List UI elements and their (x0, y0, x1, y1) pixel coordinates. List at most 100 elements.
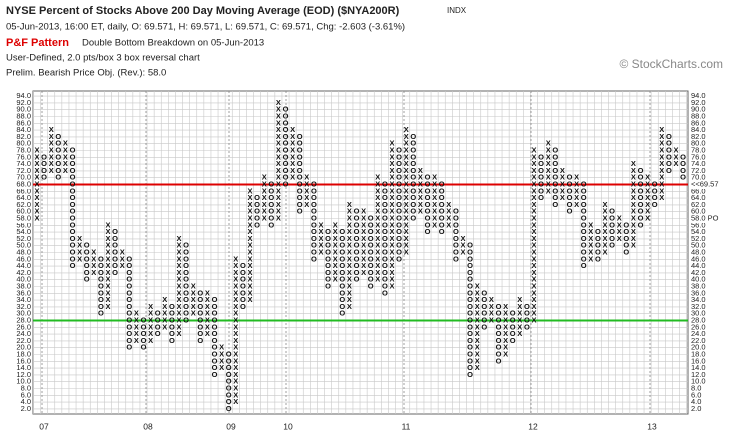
x-box: X (333, 220, 338, 229)
o-box: O (581, 213, 587, 222)
o-box: O (339, 275, 345, 284)
x-box: X (588, 220, 593, 229)
x-box: X (318, 227, 323, 236)
o-box: O (552, 159, 558, 168)
o-box: O (467, 247, 473, 256)
y-tick-label: 48.0 (16, 247, 31, 256)
x-box: X (304, 173, 309, 182)
o-box: O (311, 200, 317, 209)
x-box: X (205, 309, 210, 318)
o-box: O (410, 145, 416, 154)
x-box: X (276, 132, 281, 141)
o-box: O (339, 268, 345, 277)
o-box: O (396, 152, 402, 161)
o-box: O (70, 186, 76, 195)
y-tick-label-right: 24.0 (691, 329, 706, 338)
y-tick-label-right: 38.0 (691, 281, 706, 290)
x-box: X (389, 227, 394, 236)
o-box: O (311, 247, 317, 256)
o-box: O (297, 152, 303, 161)
y-tick-label-right: 4.0 (691, 397, 701, 406)
x-box: X (347, 207, 352, 216)
y-tick-label: 90.0 (16, 105, 31, 114)
x-box: X (247, 220, 252, 229)
o-box: O (638, 200, 644, 209)
o-box: O (368, 275, 374, 284)
o-box: O (325, 241, 331, 250)
y-tick-label-right: 42.0 (691, 268, 706, 277)
o-box: O (283, 132, 289, 141)
x-box: X (631, 227, 636, 236)
x-box: X (247, 207, 252, 216)
o-box: O (581, 186, 587, 195)
x-box: X (389, 261, 394, 270)
o-box: O (467, 329, 473, 338)
x-box: X (531, 315, 536, 324)
x-box: X (276, 125, 281, 134)
x-box: X (262, 179, 267, 188)
o-box: O (283, 111, 289, 120)
o-box: O (425, 207, 431, 216)
o-box: O (268, 193, 274, 202)
x-box: X (63, 139, 68, 148)
o-box: O (283, 179, 289, 188)
x-box: X (148, 302, 153, 311)
x-box: X (517, 309, 522, 318)
o-box: O (623, 227, 629, 236)
y-tick-label: 80.0 (16, 139, 31, 148)
o-box: O (609, 220, 615, 229)
o-box: O (552, 186, 558, 195)
o-box: O (481, 322, 487, 331)
o-box: O (240, 288, 246, 297)
o-box: O (311, 213, 317, 222)
x-box: X (247, 254, 252, 263)
o-box: O (382, 220, 388, 229)
o-box: O (212, 329, 218, 338)
o-box: O (496, 356, 502, 365)
x-box: X (176, 268, 181, 277)
o-box: O (240, 295, 246, 304)
o-box: O (339, 241, 345, 250)
o-box: O (268, 186, 274, 195)
o-box: O (197, 315, 203, 324)
x-box: X (418, 207, 423, 216)
x-box: X (105, 275, 110, 284)
o-box: O (41, 152, 47, 161)
o-box: O (126, 336, 132, 345)
x-box: X (531, 261, 536, 270)
o-box: O (680, 159, 686, 168)
o-box: O (396, 207, 402, 216)
o-box: O (55, 173, 61, 182)
x-box: X (389, 234, 394, 243)
x-box: X (233, 377, 238, 386)
o-box: O (311, 234, 317, 243)
x-box: X (375, 220, 380, 229)
x-box: X (418, 166, 423, 175)
x-box: X (105, 302, 110, 311)
o-box: O (98, 268, 104, 277)
x-box: X (404, 207, 409, 216)
o-box: O (283, 173, 289, 182)
x-box: X (602, 234, 607, 243)
x-box: X (148, 329, 153, 338)
x-box: X (645, 200, 650, 209)
x-box: X (673, 152, 678, 161)
o-box: O (297, 166, 303, 175)
o-box: O (396, 247, 402, 256)
o-box: O (283, 125, 289, 134)
o-box: O (112, 247, 118, 256)
o-box: O (354, 234, 360, 243)
x-box: X (247, 200, 252, 209)
o-box: O (41, 166, 47, 175)
o-box: O (183, 261, 189, 270)
o-box: O (453, 254, 459, 263)
x-box: X (233, 322, 238, 331)
